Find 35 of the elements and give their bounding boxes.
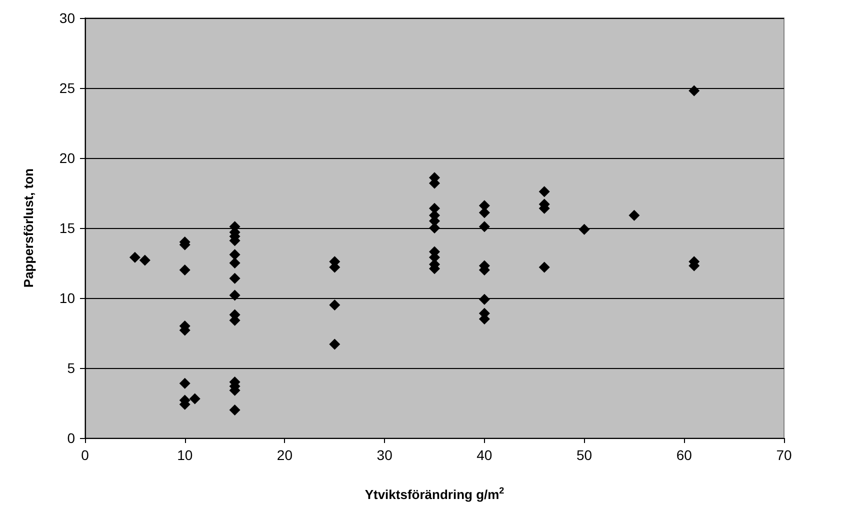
point <box>179 378 190 389</box>
point <box>179 264 190 276</box>
x-tick-label: 40 <box>476 447 492 463</box>
point <box>329 338 340 350</box>
x-tick-label: 20 <box>276 447 293 463</box>
point <box>688 85 700 96</box>
point <box>139 254 150 266</box>
point <box>189 393 200 404</box>
y-axis-title: Pappersförlust, ton <box>21 168 36 288</box>
y-tick-label: 20 <box>59 150 76 166</box>
x-tick-label: 0 <box>81 447 90 463</box>
point <box>229 258 240 268</box>
x-tick-label: 60 <box>676 447 692 463</box>
y-tick-label: 0 <box>67 430 76 446</box>
point <box>478 294 490 305</box>
x-tick-label: 70 <box>776 447 792 463</box>
y-tick-label: 30 <box>59 10 76 26</box>
point <box>229 404 240 416</box>
point <box>129 252 140 263</box>
point <box>578 224 590 235</box>
point <box>229 249 240 260</box>
y-tick-label: 25 <box>59 80 76 96</box>
y-tick-label: 15 <box>59 220 76 236</box>
point <box>538 186 550 198</box>
point <box>329 300 340 310</box>
point <box>628 210 640 221</box>
point <box>229 290 240 301</box>
x-tick-label: 30 <box>376 447 393 463</box>
point <box>229 272 240 284</box>
y-tick-label: 5 <box>67 360 76 376</box>
point <box>478 221 490 232</box>
point <box>538 262 550 273</box>
y-tick-label: 10 <box>59 290 76 306</box>
x-tick-label: 50 <box>576 447 592 463</box>
x-tick-label: 10 <box>177 447 193 463</box>
